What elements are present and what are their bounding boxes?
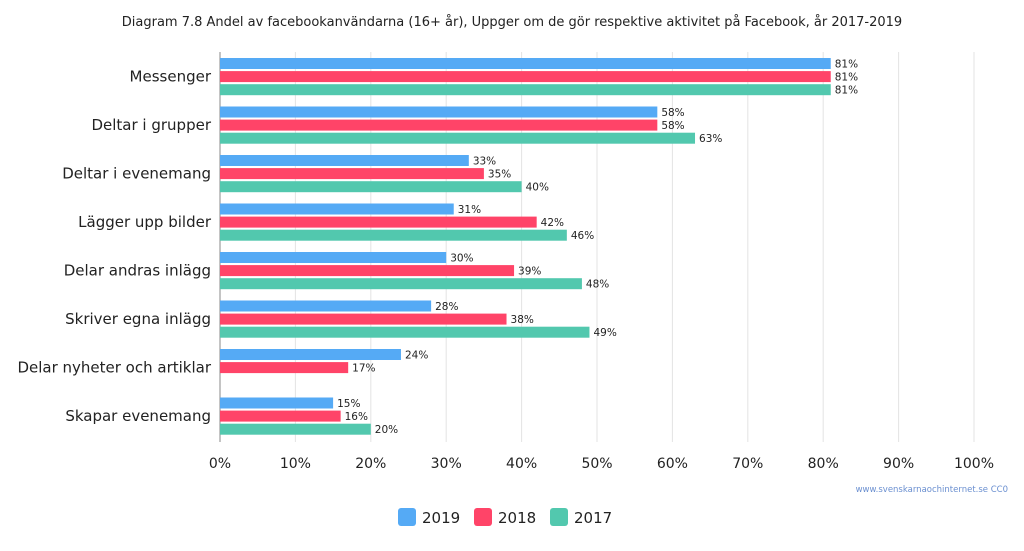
data-label: 81%	[835, 85, 858, 97]
legend-label-2017: 2017	[574, 509, 612, 527]
data-label: 17%	[352, 363, 375, 375]
data-label: 49%	[593, 327, 616, 339]
bar-2019	[220, 203, 454, 215]
bar-2018	[220, 119, 658, 131]
legend-swatch-2017	[550, 508, 568, 526]
x-tick-label: 70%	[732, 456, 763, 472]
x-tick-label: 60%	[657, 456, 688, 472]
data-label: 81%	[835, 59, 858, 71]
x-tick-label: 30%	[431, 456, 462, 472]
bar-2017	[220, 326, 590, 338]
data-label: 39%	[518, 266, 541, 278]
bar-2018	[220, 313, 507, 325]
x-tick-label: 80%	[808, 456, 839, 472]
legend-swatch-2019	[398, 508, 416, 526]
source-credit: www.svenskarnaochinternet.se CC0	[856, 485, 1008, 495]
x-tick-label: 50%	[581, 456, 612, 472]
bar-2017	[220, 423, 371, 435]
x-tick-label: 10%	[280, 456, 311, 472]
bar-2018	[220, 168, 484, 180]
bar-2017	[220, 84, 831, 96]
data-label: 42%	[541, 217, 564, 229]
data-label: 24%	[405, 350, 428, 362]
bar-2018	[220, 71, 831, 83]
data-label: 48%	[586, 279, 609, 291]
chart-title: Diagram 7.8 Andel av facebookanvändarna …	[122, 15, 902, 30]
bar-2017	[220, 278, 582, 290]
data-label: 40%	[526, 182, 549, 194]
bar-2019	[220, 58, 831, 69]
bar-2018	[220, 362, 349, 374]
bar-2017	[220, 181, 522, 193]
bar-2019	[220, 252, 447, 263]
category-label: Deltar i grupper	[91, 116, 211, 134]
bar-2018	[220, 410, 341, 422]
data-label: 16%	[345, 411, 368, 423]
data-label: 20%	[375, 424, 398, 436]
category-label: Delar andras inlägg	[64, 262, 211, 280]
data-label: 15%	[337, 398, 360, 410]
data-label: 31%	[458, 204, 481, 216]
bar-2019	[220, 349, 401, 360]
category-labels: Messenger Deltar i grupper Deltar i evenem…	[17, 68, 211, 426]
data-label: 81%	[835, 72, 858, 84]
x-tick-label: 100%	[954, 456, 994, 472]
x-tick-label: 40%	[506, 456, 537, 472]
category-label: Delar nyheter och artiklar	[17, 359, 211, 377]
bar-2019	[220, 155, 469, 166]
x-tick-label: 0%	[209, 456, 231, 472]
data-label: 28%	[435, 301, 458, 313]
bar-2017	[220, 229, 567, 241]
legend-label-2018: 2018	[498, 509, 536, 527]
bar-2019	[220, 397, 334, 409]
category-label: Lägger upp bilder	[78, 213, 212, 231]
category-label: Messenger	[130, 68, 212, 86]
data-label: 33%	[473, 156, 496, 168]
x-tick-label: 90%	[883, 456, 914, 472]
category-label: Skapar evenemang	[65, 407, 211, 425]
legend-label-2019: 2019	[422, 509, 460, 527]
x-axis-tick-labels: 0% 10% 20% 30% 40% 50% 60% 70% 80% 90% 100%	[209, 456, 994, 472]
legend-swatch-2018	[474, 508, 492, 526]
x-tick-label: 20%	[355, 456, 386, 472]
data-label: 30%	[450, 253, 473, 265]
category-label: Deltar i evenemang	[62, 165, 211, 183]
data-label: 35%	[488, 169, 511, 181]
bars: 81%81%81%58%58%63%33%35%40%31%42%46%30%3…	[220, 58, 858, 436]
legend: 2019 2018 2017	[398, 508, 612, 527]
bar-2019	[220, 106, 658, 118]
bar-2017	[220, 132, 696, 144]
data-label: 58%	[661, 120, 684, 132]
bar-2018	[220, 265, 515, 277]
category-label: Skriver egna inlägg	[65, 310, 211, 328]
data-label: 38%	[511, 314, 534, 326]
bar-2018	[220, 216, 537, 228]
data-label: 63%	[699, 133, 722, 145]
bar-2019	[220, 300, 432, 312]
data-label: 58%	[661, 107, 684, 119]
data-label: 46%	[571, 230, 594, 242]
